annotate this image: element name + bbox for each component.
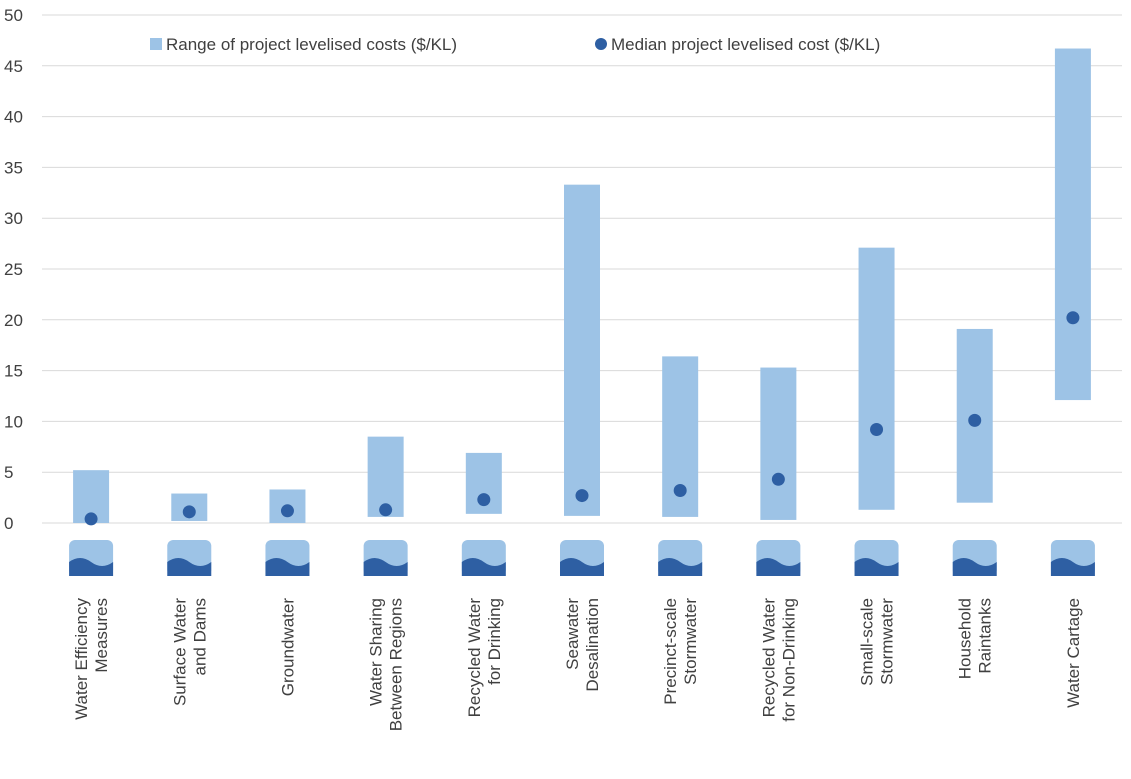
icon-wave bbox=[167, 558, 212, 576]
legend-swatch bbox=[150, 38, 162, 50]
x-tick-label: Raintanks bbox=[976, 598, 995, 674]
category-icon bbox=[658, 540, 703, 576]
y-tick-label: 5 bbox=[4, 463, 13, 482]
y-tick-label: 50 bbox=[4, 6, 23, 25]
x-tick-label: and Dams bbox=[190, 598, 209, 675]
icon-wave bbox=[560, 558, 604, 576]
median-dot bbox=[673, 483, 687, 497]
category-icon bbox=[854, 540, 899, 576]
icon-wave bbox=[1050, 558, 1095, 576]
legend-label: Median project levelised cost ($/KL) bbox=[611, 35, 880, 54]
category-icon bbox=[952, 540, 997, 576]
x-tick-label: Small-scale bbox=[858, 598, 877, 686]
icon-wave bbox=[363, 558, 408, 576]
x-tick-label: Household bbox=[956, 598, 975, 679]
category-icon bbox=[69, 540, 114, 576]
y-tick-label: 25 bbox=[4, 260, 23, 279]
y-tick-label: 0 bbox=[4, 514, 13, 533]
range-bar bbox=[564, 184, 600, 516]
icon-wave bbox=[756, 558, 801, 576]
legend: Range of project levelised costs ($/KL) M… bbox=[150, 35, 880, 54]
x-tick-label: Desalination bbox=[583, 598, 602, 692]
y-tick-label: 20 bbox=[4, 311, 23, 330]
median-dot bbox=[477, 493, 491, 507]
icon-wave bbox=[854, 558, 899, 576]
category-icon bbox=[265, 540, 310, 576]
y-tick-label: 40 bbox=[4, 108, 23, 127]
median-dot bbox=[968, 413, 982, 427]
y-tick-label: 35 bbox=[4, 158, 23, 177]
range-bar bbox=[1054, 48, 1091, 401]
icon-wave bbox=[265, 558, 310, 576]
legend-label: Range of project levelised costs ($/KL) bbox=[166, 35, 457, 54]
x-tick-label: Groundwater bbox=[278, 598, 297, 697]
range-bar bbox=[858, 247, 895, 510]
icon-wave bbox=[952, 558, 997, 576]
median-dot bbox=[84, 512, 98, 526]
legend-swatch bbox=[595, 38, 607, 50]
y-tick-label: 15 bbox=[4, 362, 23, 381]
category-icon bbox=[756, 540, 801, 576]
x-tick-label: Water Sharing bbox=[367, 598, 386, 706]
category-icon bbox=[363, 540, 408, 576]
median-dot bbox=[771, 472, 785, 486]
y-tick-label: 10 bbox=[4, 412, 23, 431]
range-bar bbox=[760, 367, 797, 520]
category-icon bbox=[167, 540, 212, 576]
category-icon bbox=[1050, 540, 1095, 576]
median-dot bbox=[870, 423, 884, 437]
icon-wave bbox=[69, 558, 114, 576]
median-dot bbox=[1066, 311, 1080, 325]
x-tick-label: Recycled Water bbox=[759, 598, 778, 718]
median-dot bbox=[182, 505, 196, 519]
x-tick-label: Surface Water bbox=[170, 598, 189, 706]
x-tick-label: Measures bbox=[92, 598, 111, 673]
x-tick-label: Recycled Water bbox=[465, 598, 484, 718]
category-icon bbox=[560, 540, 604, 576]
y-tick-label: 30 bbox=[4, 209, 23, 228]
x-tick-label: for Non-Drinking bbox=[779, 598, 798, 722]
median-dot bbox=[575, 489, 589, 503]
median-dot bbox=[280, 504, 294, 518]
x-tick-label: Water Cartage bbox=[1064, 598, 1083, 708]
x-tick-label: Between Regions bbox=[387, 598, 406, 731]
x-tick-label: Water Efficiency bbox=[72, 598, 91, 720]
x-tick-label: Stormwater bbox=[878, 598, 897, 685]
x-tick-label: Precinct-scale bbox=[661, 598, 680, 705]
x-tick-label: Seawater bbox=[563, 598, 582, 670]
median-dot bbox=[379, 503, 393, 517]
x-tick-label: for Drinking bbox=[485, 598, 504, 685]
icon-wave bbox=[658, 558, 703, 576]
icon-wave bbox=[461, 558, 506, 576]
category-icon bbox=[461, 540, 506, 576]
y-tick-label: 45 bbox=[4, 57, 23, 76]
x-tick-label: Stormwater bbox=[681, 598, 700, 685]
